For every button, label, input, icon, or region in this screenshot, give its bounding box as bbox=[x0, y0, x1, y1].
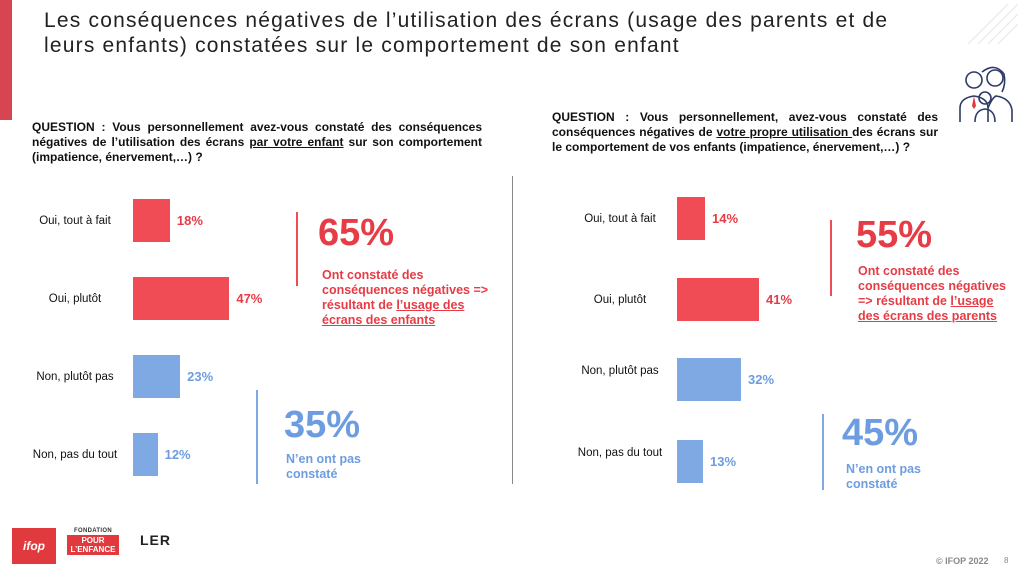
value-label: 32% bbox=[748, 372, 775, 387]
value-label: 47% bbox=[236, 291, 263, 306]
category-label: Oui, plutôt bbox=[48, 293, 102, 305]
page-number: 8 bbox=[1004, 556, 1009, 565]
category-label: Oui, tout à fait bbox=[39, 215, 111, 227]
bar bbox=[133, 199, 170, 242]
category-label: Non, plutôt pas bbox=[36, 371, 114, 383]
left-negative-desc: N’en ont pas constaté bbox=[286, 452, 362, 481]
bar bbox=[677, 278, 759, 321]
bar bbox=[133, 355, 181, 398]
bar bbox=[677, 440, 703, 483]
bar bbox=[133, 277, 230, 320]
ifop-logo: ifop bbox=[12, 528, 56, 564]
decorative-lines-icon bbox=[967, 4, 1018, 44]
fondation-pour-l-enfance-logo: FONDATION POUR L’ENFANCE bbox=[62, 528, 124, 564]
value-label: 23% bbox=[187, 369, 214, 384]
category-label: Non, plutôt pas bbox=[581, 365, 659, 377]
left-negative-line bbox=[256, 390, 258, 484]
page-title: Les conséquences négatives de l’utilisat… bbox=[44, 9, 889, 57]
category-label: Non, pas du tout bbox=[32, 449, 118, 461]
right-positive-line bbox=[830, 220, 832, 296]
right-positive-total: 55% bbox=[856, 214, 933, 256]
value-label: 18% bbox=[176, 213, 203, 228]
right-negative-total: 45% bbox=[842, 412, 919, 454]
category-label: Oui, plutôt bbox=[593, 294, 647, 306]
bar bbox=[677, 358, 741, 401]
category-label: Non, pas du tout bbox=[577, 447, 663, 459]
ler-logo: LER bbox=[140, 532, 171, 548]
left-positive-total: 65% bbox=[318, 212, 395, 254]
right-positive-desc: Ont constaté des conséquences négatives … bbox=[858, 264, 1006, 323]
panel-divider bbox=[512, 176, 513, 484]
accent-bar bbox=[0, 0, 12, 120]
right-question: QUESTION : Vous personnellement, avez-vo… bbox=[552, 110, 939, 154]
value-label: 41% bbox=[766, 292, 793, 307]
left-positive-desc: Ont constaté des conséquences négatives … bbox=[322, 268, 489, 327]
copyright: © IFOP 2022 bbox=[936, 556, 989, 566]
bar bbox=[133, 433, 158, 476]
left-positive-line bbox=[296, 212, 298, 286]
category-label: Oui, tout à fait bbox=[584, 213, 656, 225]
bar bbox=[677, 197, 705, 240]
left-question: QUESTION : Vous personnellement avez-vou… bbox=[32, 120, 482, 164]
value-label: 14% bbox=[712, 211, 739, 226]
family-icon bbox=[959, 66, 1013, 123]
right-negative-line bbox=[822, 414, 824, 490]
right-negative-desc: N’en ont pas constaté bbox=[846, 462, 922, 491]
value-label: 12% bbox=[164, 447, 191, 462]
value-label: 13% bbox=[710, 454, 737, 469]
left-negative-total: 35% bbox=[284, 404, 361, 446]
